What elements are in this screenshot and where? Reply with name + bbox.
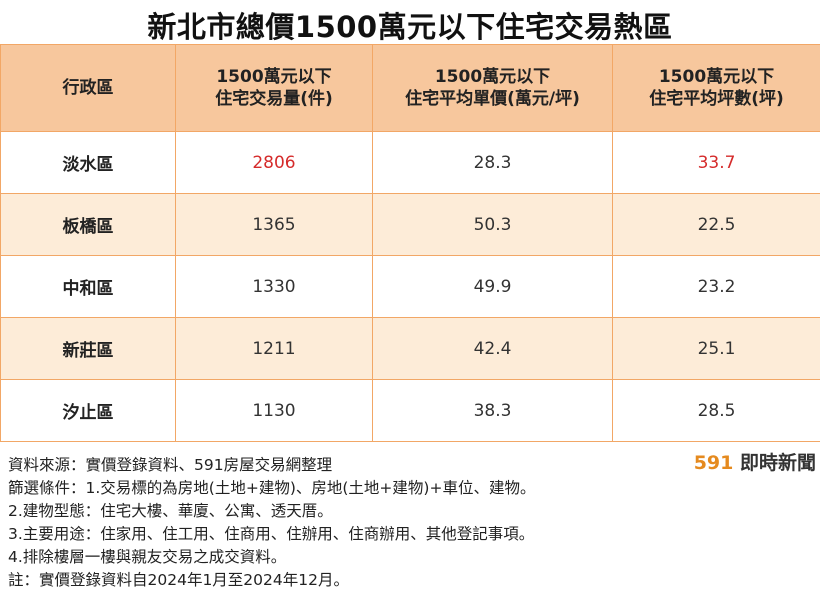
table-row: 中和區 1330 49.9 23.2 xyxy=(0,255,820,318)
column-header-unit-price: 1500萬元以下 住宅平均單價(萬元/坪) xyxy=(372,44,613,132)
avg-ping-cell: 23.2 xyxy=(612,255,820,318)
column-header-line2: 住宅交易量(件) xyxy=(215,89,333,109)
table-row: 淡水區 2806 28.3 33.7 xyxy=(0,131,820,194)
avg-ping-cell: 33.7 xyxy=(612,131,820,194)
district-cell: 板橋區 xyxy=(0,193,176,256)
volume-cell: 1130 xyxy=(175,379,373,442)
district-cell: 中和區 xyxy=(0,255,176,318)
footnote-line: 篩選條件：1.交易標的為房地(土地+建物)、房地(土地+建物)+車位、建物。 xyxy=(8,479,536,497)
brand-number: 591 xyxy=(693,452,734,474)
footnote-line: 4.排除樓層一樓與親友交易之成交資料。 xyxy=(8,548,287,566)
column-header-line1: 1500萬元以下 xyxy=(434,67,551,87)
volume-cell: 1365 xyxy=(175,193,373,256)
column-header-line1: 1500萬元以下 xyxy=(216,67,332,87)
table-row: 板橋區 1365 50.3 22.5 xyxy=(0,193,820,256)
volume-cell: 2806 xyxy=(175,131,373,194)
unit-price-cell: 38.3 xyxy=(372,379,613,442)
footnotes: 資料來源：實價登錄資料、591房屋交易網整理 篩選條件：1.交易標的為房地(土地… xyxy=(8,454,708,592)
district-cell: 新莊區 xyxy=(0,317,176,380)
data-table-container: 行政區 1500萬元以下 住宅交易量(件) 1500萬元以下 住宅平均單價(萬元… xyxy=(0,44,820,442)
district-cell: 汐止區 xyxy=(0,379,176,442)
data-table: 行政區 1500萬元以下 住宅交易量(件) 1500萬元以下 住宅平均單價(萬元… xyxy=(0,44,820,442)
unit-price-cell: 28.3 xyxy=(372,131,613,194)
footnote-line: 2.建物型態：住宅大樓、華廈、公寓、透天厝。 xyxy=(8,502,333,520)
footnote-line: 資料來源：實價登錄資料、591房屋交易網整理 xyxy=(8,456,333,474)
volume-cell: 1211 xyxy=(175,317,373,380)
table-header-row: 行政區 1500萬元以下 住宅交易量(件) 1500萬元以下 住宅平均單價(萬元… xyxy=(0,44,820,132)
footnote-line: 註：實價登錄資料自2024年1月至2024年12月。 xyxy=(8,571,349,589)
unit-price-cell: 49.9 xyxy=(372,255,613,318)
brand-logo: 591 即時新聞 xyxy=(694,448,816,475)
page-title: 新北市總價1500萬元以下住宅交易熱區 xyxy=(147,10,673,44)
column-header-line2: 住宅平均單價(萬元/坪) xyxy=(405,89,580,109)
unit-price-cell: 50.3 xyxy=(372,193,613,256)
table-row: 汐止區 1130 38.3 28.5 xyxy=(0,379,820,442)
unit-price-cell: 42.4 xyxy=(372,317,613,380)
brand-text: 即時新聞 xyxy=(739,452,816,474)
column-header-line1: 1500萬元以下 xyxy=(658,67,775,87)
column-header-line1: 行政區 xyxy=(62,78,114,98)
avg-ping-cell: 25.1 xyxy=(612,317,820,380)
column-header-district: 行政區 xyxy=(0,44,176,132)
footnote-line: 3.主要用途：住家用、住工用、住商用、住辦用、住商辦用、其他登記事項。 xyxy=(8,525,535,543)
table-row: 新莊區 1211 42.4 25.1 xyxy=(0,317,820,380)
avg-ping-cell: 28.5 xyxy=(612,379,820,442)
column-header-volume: 1500萬元以下 住宅交易量(件) xyxy=(175,44,373,132)
volume-cell: 1330 xyxy=(175,255,373,318)
column-header-line2: 住宅平均坪數(坪) xyxy=(649,89,784,109)
column-header-avg-ping: 1500萬元以下 住宅平均坪數(坪) xyxy=(612,44,820,132)
district-cell: 淡水區 xyxy=(0,131,176,194)
avg-ping-cell: 22.5 xyxy=(612,193,820,256)
